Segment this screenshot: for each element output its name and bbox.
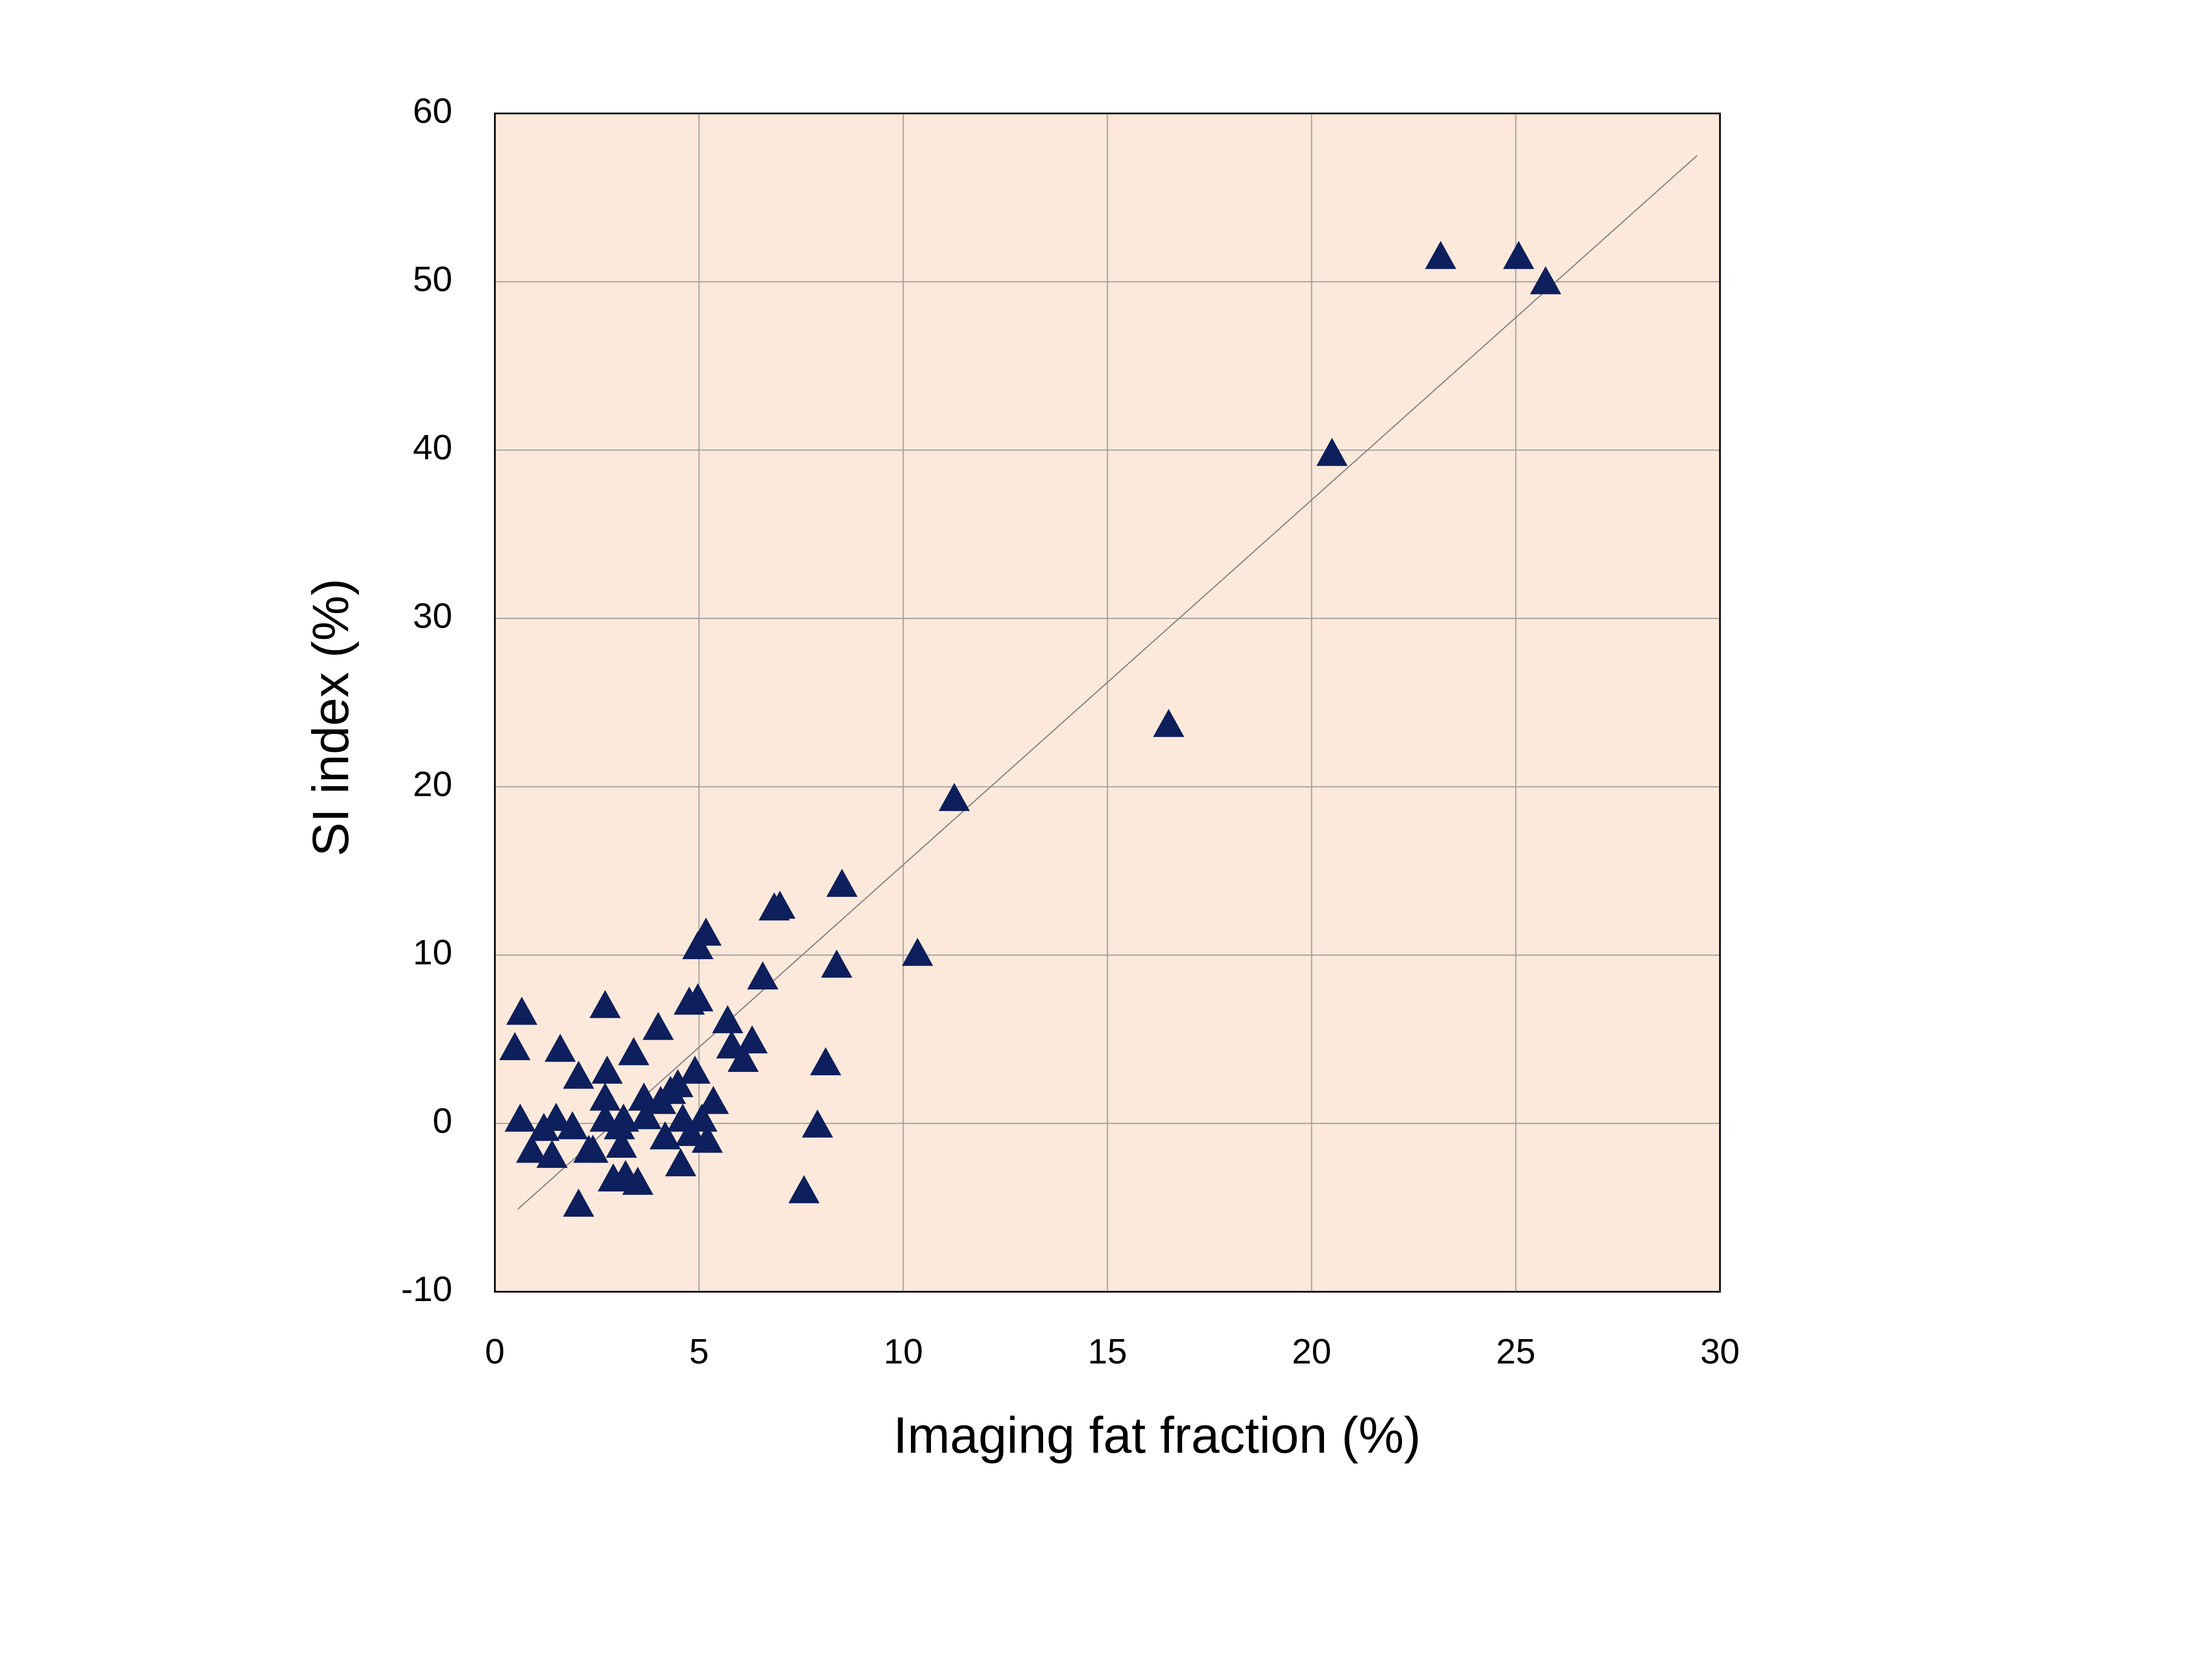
point: [665, 1148, 696, 1177]
point: [802, 1109, 833, 1138]
point: [608, 1104, 639, 1132]
point: [938, 783, 970, 811]
x-tick-label: 25: [1496, 1332, 1536, 1371]
point: [697, 1086, 729, 1114]
point: [682, 983, 713, 1011]
trendline: [517, 155, 1698, 1210]
point: [563, 1061, 594, 1089]
point: [675, 1118, 707, 1146]
point: [563, 1188, 594, 1217]
x-tick-label: 0: [485, 1332, 505, 1371]
point: [1316, 437, 1348, 466]
point: [540, 1103, 572, 1131]
point: [1503, 241, 1535, 269]
point: [536, 1140, 568, 1168]
point: [821, 949, 852, 978]
point: [504, 1104, 536, 1132]
point: [650, 1121, 681, 1149]
y-tick-label: 30: [413, 596, 453, 635]
point: [691, 1125, 723, 1153]
x-tick-label: 20: [1292, 1332, 1331, 1371]
x-tick-label: 15: [1087, 1332, 1127, 1371]
x-tick-label: 10: [884, 1332, 923, 1371]
x-tick-label: 30: [1700, 1332, 1740, 1371]
point: [556, 1111, 588, 1140]
point: [544, 1033, 576, 1062]
point: [589, 990, 621, 1018]
point: [712, 1005, 744, 1033]
point: [764, 890, 796, 919]
y-tick-label: 10: [413, 933, 453, 972]
point: [902, 938, 933, 966]
x-tick-label: 5: [689, 1332, 709, 1371]
point: [747, 961, 779, 990]
point: [592, 1055, 623, 1084]
point: [1425, 241, 1457, 269]
point: [736, 1025, 768, 1054]
point: [499, 1032, 531, 1060]
y-tick-label: 50: [413, 259, 453, 299]
point: [506, 996, 538, 1025]
x-axis-label: Imaging fat fraction (%): [893, 1407, 1421, 1464]
point: [727, 1044, 759, 1072]
point: [516, 1134, 548, 1163]
point: [589, 1082, 621, 1111]
y-axis-label: SI index (%): [302, 578, 359, 856]
point: [1530, 266, 1561, 295]
plot-frame: [494, 112, 1721, 1293]
marks: [499, 155, 1698, 1217]
point: [577, 1134, 609, 1163]
point: [622, 1166, 653, 1195]
point: [642, 1011, 674, 1040]
point: [686, 1104, 718, 1132]
y-tick-label: -10: [401, 1269, 452, 1309]
y-tick-label: 40: [413, 428, 453, 467]
y-tick-label: 0: [433, 1101, 452, 1141]
point: [606, 1129, 637, 1158]
point: [679, 1055, 711, 1084]
point: [788, 1175, 820, 1204]
point: [826, 869, 858, 897]
y-tick-label: 60: [413, 91, 453, 131]
point: [662, 1069, 693, 1097]
point: [618, 1037, 650, 1066]
y-tick-label: 20: [413, 765, 453, 804]
point: [1153, 709, 1185, 737]
point: [690, 917, 722, 946]
point: [630, 1101, 662, 1129]
point: [810, 1047, 842, 1076]
